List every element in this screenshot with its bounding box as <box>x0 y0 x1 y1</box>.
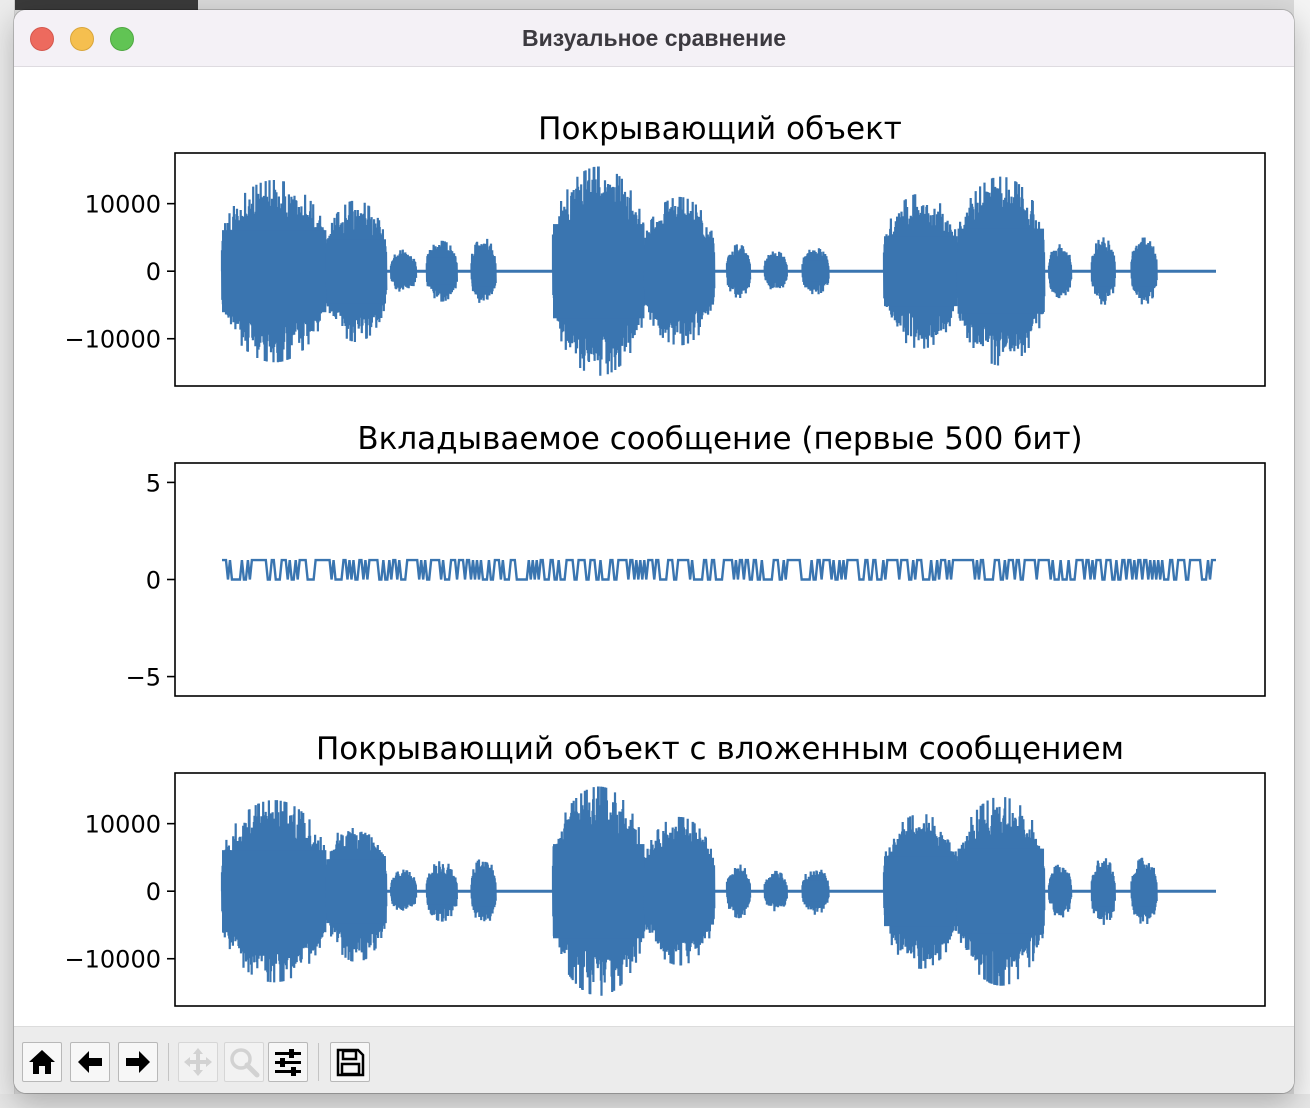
waveform-body <box>1049 879 1071 904</box>
waveform-burst <box>801 869 830 915</box>
axes-frame <box>174 152 1266 387</box>
waveform-body <box>326 859 387 924</box>
home-icon <box>29 1050 55 1074</box>
waveform-body <box>471 255 496 287</box>
background-app-right <box>1294 0 1310 1108</box>
close-window-button[interactable] <box>30 27 54 51</box>
waveform-burst <box>220 800 328 983</box>
waveform-burst <box>470 859 497 922</box>
y-tick-label: −5 <box>126 664 161 692</box>
waveform-body <box>1049 259 1071 284</box>
data-series <box>220 166 1216 376</box>
subplot-1: Покрывающий объект −10000 0 10000 <box>65 111 1266 387</box>
waveform-body <box>326 239 387 304</box>
configure-subplots-icon <box>275 1049 301 1076</box>
pan-button[interactable] <box>178 1042 218 1082</box>
minimize-window-button[interactable] <box>70 27 94 51</box>
background-app-left <box>0 0 15 1108</box>
toolbar-separator <box>318 1043 319 1081</box>
waveform-body <box>884 236 958 307</box>
y-tick-label: 10000 <box>85 811 161 839</box>
waveform-burst <box>470 238 497 303</box>
axes-frame <box>174 772 1266 1007</box>
y-tick-label: 0 <box>146 567 161 595</box>
waveform-body <box>553 844 645 939</box>
zoom-icon <box>230 1048 260 1078</box>
waveform-body <box>726 259 750 284</box>
waveform-burst <box>325 827 388 962</box>
forward-arrow-icon <box>126 1051 150 1073</box>
waveform-body <box>644 857 715 925</box>
waveform-body <box>726 879 750 904</box>
window-title: Визуальное сравнение <box>521 25 787 51</box>
forward-button[interactable] <box>118 1042 158 1082</box>
title-bar[interactable]: Визуальное сравнение <box>14 10 1294 67</box>
waveform-burst <box>551 786 646 996</box>
pan-icon <box>184 1048 212 1076</box>
y-tick-label: 5 <box>146 469 161 497</box>
waveform-body <box>644 237 715 305</box>
subplot-title: Покрывающий объект <box>538 111 902 147</box>
waveform-body <box>471 875 496 907</box>
back-button[interactable] <box>70 1042 110 1082</box>
waveform-body <box>1131 875 1157 907</box>
background-app-edge <box>0 0 198 10</box>
axes-frame <box>174 462 1266 697</box>
waveform-burst <box>220 179 328 363</box>
data-series <box>222 558 1216 581</box>
subplot-2: Вкладываемое сообщение (первые 500 бит) −… <box>126 421 1266 697</box>
background-app-bottom <box>0 1094 1310 1108</box>
y-tick-label: 0 <box>146 878 161 906</box>
waveform-burst <box>551 166 646 376</box>
subplot-3: Покрывающий объект с вложенным сообщение… <box>65 731 1266 1007</box>
waveform-burst <box>763 251 788 290</box>
waveform-body <box>764 882 787 901</box>
waveform-burst <box>801 248 830 295</box>
waveform-body <box>884 856 958 927</box>
waveform-body <box>1131 255 1157 287</box>
waveform-body <box>390 881 416 901</box>
back-arrow-icon <box>78 1051 102 1073</box>
maximize-window-button[interactable] <box>110 27 134 51</box>
waveform-body <box>802 880 829 902</box>
subplot-title: Вкладываемое сообщение (первые 500 бит) <box>357 421 1082 457</box>
waveform-body <box>957 848 1045 934</box>
waveform-body <box>426 877 457 905</box>
configure-subplots-button[interactable] <box>268 1042 308 1082</box>
bit-stream-line <box>222 558 1216 581</box>
waveform-body <box>222 850 327 933</box>
waveform-body <box>1091 875 1115 907</box>
waveform-body <box>957 228 1045 314</box>
save-icon <box>336 1048 365 1077</box>
waveform-body <box>1091 255 1115 287</box>
y-tick-label: −10000 <box>65 946 161 974</box>
waveform-body <box>390 261 416 281</box>
waveform-body <box>764 262 787 281</box>
plot-window: Визуальное сравнение Покрывающий объект −… <box>14 10 1294 1093</box>
waveform-body <box>426 257 457 285</box>
y-tick-label: 0 <box>146 258 161 286</box>
waveform-body <box>553 224 645 319</box>
waveform-body <box>222 230 327 313</box>
navigation-toolbar <box>14 1026 1294 1093</box>
y-tick-label: 10000 <box>85 191 161 219</box>
zoom-button[interactable] <box>224 1042 264 1082</box>
save-button[interactable] <box>330 1042 370 1082</box>
toolbar-separator <box>168 1043 169 1081</box>
y-tick-label: −10000 <box>65 326 161 354</box>
home-button[interactable] <box>22 1042 62 1082</box>
subplot-title: Покрывающий объект с вложенным сообщение… <box>316 731 1124 767</box>
data-series <box>220 786 1216 996</box>
matplotlib-figure[interactable]: Покрывающий объект −10000 0 10000 Вкладываем… <box>14 67 1294 1025</box>
waveform-body <box>802 260 829 282</box>
